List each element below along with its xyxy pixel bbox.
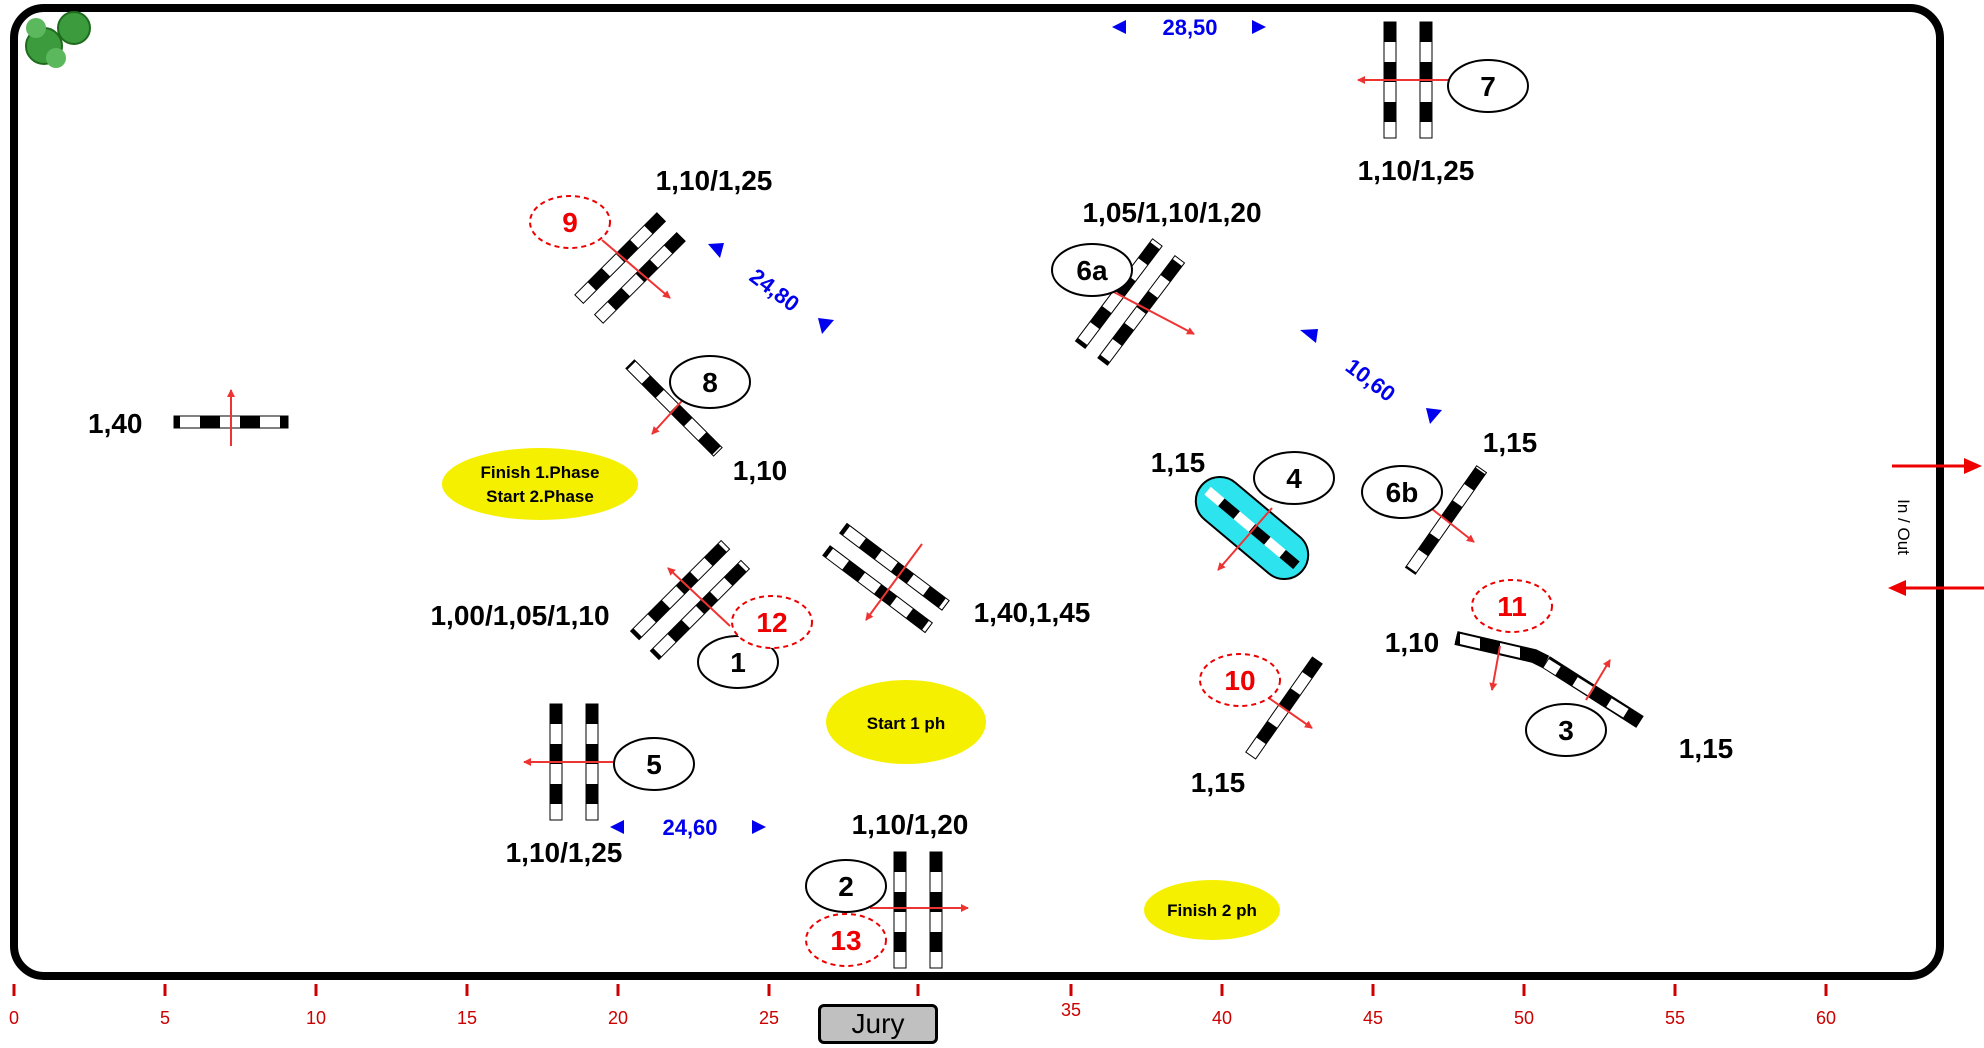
obstacle-number: 10 bbox=[1224, 665, 1255, 696]
obstacle-height: 1,10 bbox=[733, 455, 788, 486]
obstacle-number: 13 bbox=[830, 925, 861, 956]
obstacle-number: 6a bbox=[1076, 255, 1108, 286]
obstacle-height: 1,05/1,10/1,20 bbox=[1082, 197, 1261, 228]
distance-label: 24,80 bbox=[745, 263, 804, 316]
obstacle-height: 1,15 bbox=[1679, 733, 1734, 764]
obstacle-4: 4 1,15 bbox=[1151, 447, 1335, 580]
in-out-gate: In / Out bbox=[1888, 458, 1984, 596]
obstacle-1: 1 1,00/1,05/1,10 bbox=[430, 539, 779, 689]
zone-label: Finish 1.Phase bbox=[480, 463, 599, 482]
zone-label: Start 1 ph bbox=[867, 714, 945, 733]
obstacle-number: 3 bbox=[1558, 715, 1574, 746]
ruler-tick: 40 bbox=[1212, 1008, 1232, 1028]
obstacle-warmup: 1,40 bbox=[88, 389, 289, 446]
obstacle-3: 3 1,10 1,15 bbox=[1385, 627, 1734, 764]
obstacle-13: 13 bbox=[805, 913, 887, 967]
distance-marker-5-2: 24,60 bbox=[610, 815, 766, 840]
distance-label: 10,60 bbox=[1341, 353, 1400, 406]
obstacle-2: 2 1,10/1,20 bbox=[805, 809, 969, 969]
obstacle-number: 12 bbox=[756, 607, 787, 638]
zone-label: Start 2.Phase bbox=[486, 487, 594, 506]
obstacle-7: 7 1,10/1,25 bbox=[1357, 21, 1529, 186]
tree-icon bbox=[25, 11, 91, 68]
obstacle-height: 1,15 bbox=[1191, 767, 1246, 798]
obstacle-6b: 6b 1,15 bbox=[1361, 427, 1538, 575]
obstacle-height: 1,40 bbox=[88, 408, 143, 439]
obstacle-5: 5 1,10/1,25 bbox=[506, 703, 695, 868]
ruler-tick: 25 bbox=[759, 1008, 779, 1028]
obstacle-9: 9 1,10/1,25 bbox=[529, 165, 773, 324]
distance-marker-top: 28,50 bbox=[1112, 15, 1266, 40]
obstacle-height: 1,00/1,05/1,10 bbox=[430, 600, 609, 631]
obstacle-10: 10 1,15 bbox=[1191, 653, 1323, 798]
obstacle-number: 9 bbox=[562, 207, 578, 238]
obstacle-number: 11 bbox=[1497, 591, 1527, 622]
obstacle-height: 1,10/1,25 bbox=[1358, 155, 1475, 186]
obstacle-number: 8 bbox=[702, 367, 718, 398]
obstacle-height: 1,10/1,20 bbox=[852, 809, 969, 840]
obstacle-height: 1,10 bbox=[1385, 627, 1440, 658]
ruler-tick: 50 bbox=[1514, 1008, 1534, 1028]
obstacle-number: 6b bbox=[1386, 477, 1419, 508]
start-zone: Start 1 ph bbox=[826, 680, 986, 764]
ruler-tick: 35 bbox=[1061, 1000, 1081, 1020]
ruler-tick: 15 bbox=[457, 1008, 477, 1028]
obstacle-number: 5 bbox=[646, 749, 662, 780]
obstacle-height: 1,15 bbox=[1151, 447, 1206, 478]
finish-zone: Finish 2 ph bbox=[1144, 880, 1280, 940]
obstacle-8: 8 1,10 bbox=[625, 355, 788, 486]
ruler-tick: 20 bbox=[608, 1008, 628, 1028]
ruler-tick: 5 bbox=[160, 1008, 170, 1028]
obstacle-height: 1,40,1,45 bbox=[974, 597, 1091, 628]
distance-marker-6a-6b: 10,60 bbox=[1300, 329, 1442, 424]
ruler-tick: 55 bbox=[1665, 1008, 1685, 1028]
ruler-tick: 0 bbox=[9, 1008, 19, 1028]
zone-label: Finish 2 ph bbox=[1167, 901, 1257, 920]
arena-border bbox=[10, 4, 1944, 980]
ruler-tick: 10 bbox=[306, 1008, 326, 1028]
obstacle-number: 2 bbox=[838, 871, 854, 902]
ruler-tick: 45 bbox=[1363, 1008, 1383, 1028]
distance-label: 24,60 bbox=[662, 815, 717, 840]
distance-label: 28,50 bbox=[1162, 15, 1217, 40]
obstacle-11: 11 bbox=[1471, 579, 1553, 633]
in-out-label: In / Out bbox=[1894, 499, 1913, 555]
obstacle-height: 1,10/1,25 bbox=[656, 165, 773, 196]
distance-ruler: 0 5 10 15 20 25 35 40 45 50 55 60 bbox=[9, 984, 1836, 1028]
obstacle-height: 1,10/1,25 bbox=[506, 837, 623, 868]
obstacle-height: 1,15 bbox=[1483, 427, 1538, 458]
jury-button[interactable]: Jury bbox=[818, 1004, 938, 1044]
obstacle-12: 12 1,40,1,45 bbox=[731, 522, 1091, 649]
distance-marker-9-6a: 24,80 bbox=[708, 243, 834, 334]
obstacle-number: 7 bbox=[1480, 71, 1496, 102]
ruler-tick: 60 bbox=[1816, 1008, 1836, 1028]
obstacle-number: 1 bbox=[730, 647, 746, 678]
finish-start-zone: Finish 1.Phase Start 2.Phase bbox=[442, 448, 638, 520]
obstacle-6a: 6a 1,05/1,10/1,20 bbox=[1051, 197, 1262, 366]
obstacle-number: 4 bbox=[1286, 463, 1302, 494]
